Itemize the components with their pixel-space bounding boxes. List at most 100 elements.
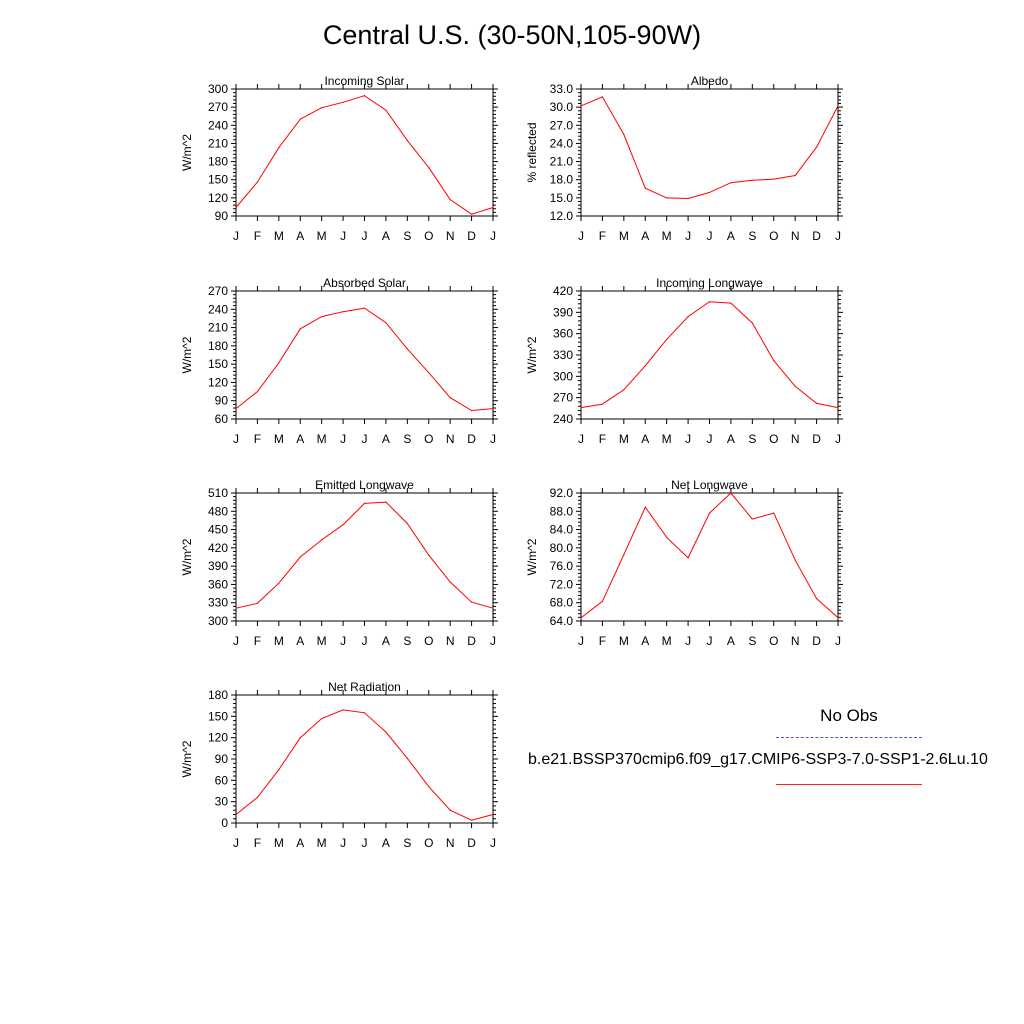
x-tick-label: J xyxy=(340,229,346,243)
data-point xyxy=(428,786,430,788)
x-tick-label: A xyxy=(727,634,735,648)
y-tick-label: 21.0 xyxy=(550,155,574,169)
data-point xyxy=(428,167,430,169)
x-tick-label: A xyxy=(296,836,304,850)
data-point xyxy=(773,512,775,514)
y-tick-label: 390 xyxy=(553,305,573,319)
x-tick-label: M xyxy=(274,432,284,446)
chart-title: Net Radiation xyxy=(328,680,401,694)
data-point xyxy=(299,556,301,558)
data-point xyxy=(299,737,301,739)
series-line xyxy=(580,492,839,619)
y-tick-label: 15.0 xyxy=(550,191,574,205)
data-point xyxy=(449,581,451,583)
data-point xyxy=(794,174,796,177)
data-point xyxy=(406,522,408,525)
y-tick-label: 180 xyxy=(208,155,228,169)
data-point xyxy=(428,554,430,556)
data-point xyxy=(644,187,646,189)
y-tick-label: 90 xyxy=(215,209,229,223)
x-tick-label: J xyxy=(362,634,368,648)
y-tick-label: 360 xyxy=(553,327,573,341)
x-tick-label: J xyxy=(340,836,346,850)
data-point xyxy=(751,322,753,324)
x-tick-label: J xyxy=(340,432,346,446)
y-tick-label: 84.0 xyxy=(550,523,574,537)
y-tick-label: 210 xyxy=(208,136,228,150)
series-line xyxy=(580,96,839,200)
data-point xyxy=(708,301,711,303)
x-tick-label: J xyxy=(685,634,691,648)
x-tick-label: M xyxy=(317,836,327,850)
series-line xyxy=(235,95,494,215)
x-tick-label: O xyxy=(424,432,433,446)
data-point xyxy=(623,389,625,391)
data-point xyxy=(773,360,775,362)
data-point xyxy=(687,316,689,318)
y-tick-label: 420 xyxy=(208,541,228,555)
chart-panel: Emitted Longwave W/m^2 300 330 360 390 420 450 4… xyxy=(180,478,498,648)
y-tick-label: 510 xyxy=(208,486,228,500)
data-point xyxy=(385,322,387,324)
x-tick-label: A xyxy=(296,432,304,446)
x-tick-label: F xyxy=(599,634,606,648)
data-point xyxy=(580,105,582,107)
data-point xyxy=(299,328,301,330)
data-point xyxy=(601,96,604,98)
data-point xyxy=(708,191,711,194)
y-tick-label: 60 xyxy=(215,412,229,426)
y-tick-label: 300 xyxy=(553,369,573,383)
plot-frame xyxy=(580,492,839,622)
series-line xyxy=(235,307,494,412)
x-tick-label: S xyxy=(748,432,756,446)
data-point xyxy=(644,506,646,508)
data-point xyxy=(385,731,387,733)
x-tick-label: S xyxy=(403,432,411,446)
y-tick-label: 270 xyxy=(208,284,228,298)
data-point xyxy=(235,607,237,609)
data-point xyxy=(623,554,625,556)
y-tick-label: 180 xyxy=(208,339,228,353)
data-point xyxy=(278,147,280,149)
x-tick-label: D xyxy=(467,836,476,850)
x-tick-label: S xyxy=(403,229,411,243)
y-tick-label: 72.0 xyxy=(550,577,574,591)
x-tick-label: M xyxy=(274,634,284,648)
y-axis-label: W/m^2 xyxy=(180,134,194,171)
data-point xyxy=(235,206,237,209)
x-tick-label: J xyxy=(685,229,691,243)
y-tick-label: 450 xyxy=(208,523,228,537)
data-point xyxy=(470,819,473,821)
x-tick-label: N xyxy=(791,634,800,648)
x-tick-label: N xyxy=(446,432,455,446)
y-tick-label: 60 xyxy=(215,773,229,787)
data-point xyxy=(601,600,604,602)
x-tick-label: J xyxy=(490,229,496,243)
x-tick-label: J xyxy=(233,432,239,446)
chart-panel: Albedo % reflected 12.0 15.0 18.0 21.0 24.0 27.… xyxy=(525,74,843,243)
x-tick-label: O xyxy=(424,836,433,850)
data-point xyxy=(256,602,259,604)
data-point xyxy=(342,709,344,711)
x-tick-label: J xyxy=(707,229,713,243)
plot-frame xyxy=(235,492,494,622)
x-tick-label: N xyxy=(446,634,455,648)
legend-model-line xyxy=(776,784,922,785)
x-tick-label: D xyxy=(467,229,476,243)
y-tick-label: 90 xyxy=(215,394,229,408)
x-tick-label: J xyxy=(362,432,368,446)
y-tick-label: 210 xyxy=(208,321,228,335)
y-tick-label: 150 xyxy=(208,357,228,371)
y-tick-label: 30.0 xyxy=(550,100,574,114)
y-tick-label: 270 xyxy=(208,100,228,114)
x-tick-label: D xyxy=(467,432,476,446)
x-tick-label: J xyxy=(362,836,368,850)
chart-panel: Net Longwave W/m^2 64.0 68.0 72.0 76.0 80.0 84.… xyxy=(525,478,843,648)
data-point xyxy=(580,617,582,619)
data-point xyxy=(278,582,280,584)
plot-frame xyxy=(235,694,494,824)
y-tick-label: 240 xyxy=(208,118,228,132)
x-tick-label: S xyxy=(748,229,756,243)
